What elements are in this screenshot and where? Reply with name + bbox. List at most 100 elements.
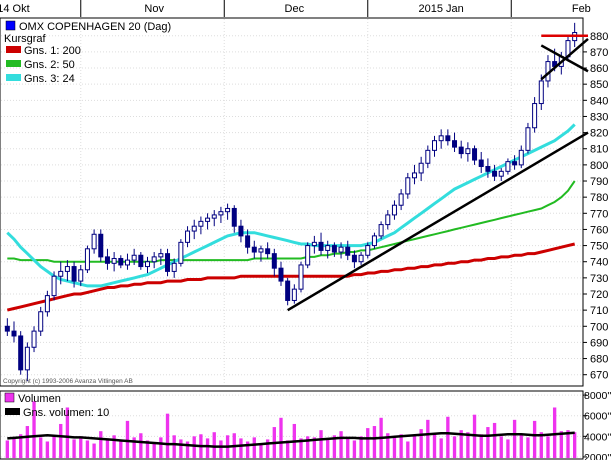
price-legend: OMX COPENHAGEN 20 (Dag) Kursgraf Gns. 1:… [4, 20, 171, 85]
legend-label-volume: Volumen [18, 393, 61, 405]
volume-bar [245, 441, 250, 458]
y-tick-label: 690 [590, 337, 608, 349]
volume-bar [306, 436, 310, 458]
candle-body [38, 311, 44, 332]
volume-bar [285, 440, 290, 458]
candle-body [78, 269, 84, 282]
candle-body [231, 207, 237, 227]
candle-body [465, 148, 471, 155]
candle-body [452, 140, 458, 148]
volume-y-tick-label: 4000'' [584, 431, 611, 443]
volume-bar [572, 432, 577, 458]
volume-bar [239, 438, 243, 458]
candle-body [318, 241, 324, 251]
y-tick-label: 740 [590, 257, 608, 269]
y-tick-label: 870 [590, 47, 608, 59]
x-tick-label: 2015 Jan [419, 3, 464, 15]
volume-bar [506, 439, 510, 458]
candle-body [91, 233, 97, 250]
volume-bar [392, 437, 397, 458]
candle-body [138, 254, 144, 268]
x-tick-label: 2014 Okt [0, 3, 30, 15]
legend-label-ma200: Gns. 1: 200 [24, 45, 81, 57]
volume-bar [159, 437, 163, 458]
y-tick-label: 850 [590, 79, 608, 91]
volume-bar [366, 428, 370, 458]
volume-bar [552, 407, 557, 458]
candle-body [131, 254, 137, 261]
volume-bar [12, 438, 16, 458]
volume-bar [566, 430, 570, 458]
volume-bar [319, 430, 323, 458]
volume-bar [99, 431, 103, 458]
candle-body [211, 214, 217, 219]
volume-bar [352, 440, 357, 458]
candle-body [438, 135, 444, 142]
y-tick-label: 830 [590, 111, 608, 123]
volume-bar [406, 441, 410, 458]
candle-body [351, 254, 357, 263]
x-tick-label: Nov [144, 3, 164, 15]
candle-body [485, 165, 491, 172]
candle-body [158, 253, 164, 258]
series-ma24 [6, 123, 576, 288]
volume-bar [32, 401, 36, 458]
volume-bar [39, 437, 43, 458]
y-tick-label: 700 [590, 321, 608, 333]
volume-bar [486, 427, 490, 458]
volume-bar [466, 432, 470, 458]
volume-bar [479, 434, 483, 458]
candle-body [365, 245, 371, 256]
candle-body [144, 261, 151, 268]
candle-body [525, 127, 531, 151]
volume-bar [546, 436, 550, 458]
x-tick-label: Dec [285, 3, 305, 15]
volume-bar [386, 433, 390, 458]
volume-bar [532, 420, 537, 458]
candle-body [245, 235, 251, 248]
volume-bar [165, 413, 170, 458]
price-series [6, 123, 576, 312]
top-axis-bar [0, 0, 613, 18]
candle-body [124, 259, 130, 266]
volume-average-line [7, 431, 575, 448]
candle-body [4, 325, 10, 332]
volume-bar [72, 439, 76, 458]
volume-bar [179, 439, 183, 458]
candle-body [298, 264, 304, 290]
volume-bar [519, 434, 523, 458]
legend-swatch-volume [4, 392, 15, 403]
volume-bar [419, 429, 423, 458]
volume-bar [112, 435, 116, 458]
volume-bar [426, 419, 430, 458]
volume-bar [339, 431, 343, 458]
candle-body [358, 254, 364, 263]
volume-bar [499, 436, 503, 458]
candle-body [331, 245, 337, 253]
candle-body [378, 224, 384, 237]
volume-bar [19, 434, 23, 458]
candle-body [498, 170, 504, 177]
volume-bar [265, 439, 270, 458]
volume-average [7, 431, 575, 448]
candle-body [44, 295, 50, 313]
volume-bar [559, 431, 563, 458]
volume-bar [25, 426, 30, 458]
candle-body [111, 257, 117, 264]
candle-body [185, 230, 191, 243]
volume-bar [79, 436, 83, 458]
legend-swatch-ma50 [6, 60, 21, 67]
candle-body [472, 148, 478, 161]
y-tick-label: 880 [590, 31, 608, 43]
volume-bar [212, 432, 216, 458]
volume-bar [346, 438, 350, 458]
price-panel [0, 17, 584, 387]
candle-body [532, 103, 538, 129]
trendline [287, 131, 589, 312]
volume-bar [52, 435, 56, 458]
candle-body [265, 248, 271, 255]
volume-bar [459, 430, 463, 458]
volume-y-tick-label: 2000'' [584, 452, 611, 460]
candle-body [198, 220, 204, 227]
candle-body [492, 170, 498, 177]
